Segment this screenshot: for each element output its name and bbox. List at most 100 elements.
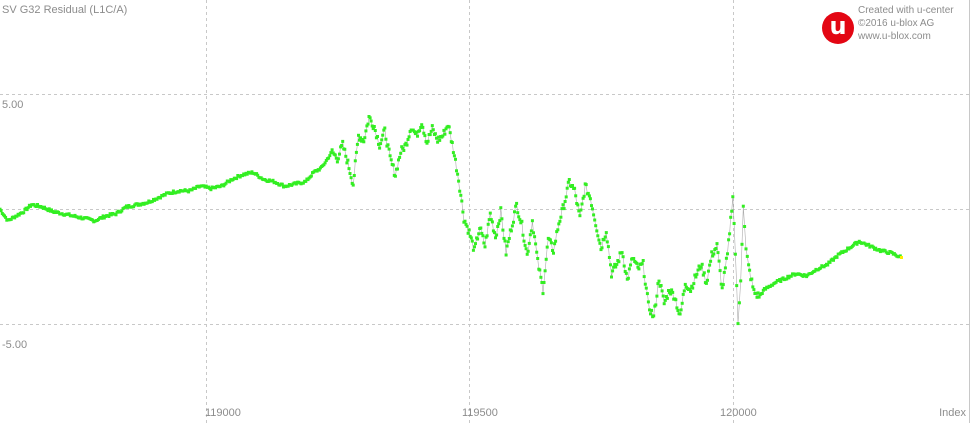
data-point [744, 247, 748, 251]
data-point [551, 249, 554, 252]
data-point [399, 151, 403, 155]
data-point [135, 202, 139, 206]
data-point [355, 142, 359, 146]
data-point [354, 150, 358, 154]
data-point [755, 295, 759, 299]
data-point [743, 225, 747, 228]
data-point [559, 215, 563, 219]
data-point [421, 125, 425, 129]
data-point [898, 254, 902, 258]
data-point [487, 218, 491, 222]
data-point [177, 190, 181, 194]
data-point [459, 193, 463, 197]
data-point [150, 200, 154, 204]
data-point [464, 222, 468, 226]
data-point [682, 289, 686, 293]
data-point [163, 193, 167, 197]
data-point [600, 246, 604, 250]
data-point [381, 133, 385, 137]
data-point [578, 214, 582, 218]
data-point [558, 219, 562, 223]
data-point [855, 242, 859, 246]
data-point [340, 144, 344, 147]
data-point [322, 163, 326, 167]
data-point [563, 200, 567, 203]
data-point [309, 174, 313, 178]
data-point [697, 264, 701, 268]
data-point [789, 274, 793, 278]
data-point [704, 281, 708, 285]
data-point [241, 174, 244, 178]
data-point [420, 123, 424, 127]
data-point [819, 266, 823, 270]
data-point [632, 257, 636, 260]
data-point [577, 209, 581, 213]
data-point [716, 251, 720, 255]
data-point [729, 215, 733, 219]
data-point [774, 280, 778, 284]
data-point [25, 208, 29, 212]
data-point [680, 301, 684, 305]
data-point [377, 142, 380, 146]
data-point [596, 234, 600, 238]
data-point [607, 256, 611, 259]
data-point [406, 138, 410, 141]
data-point [657, 279, 661, 283]
data-point [555, 230, 559, 234]
data-point [36, 203, 39, 206]
data-point [844, 249, 848, 253]
data-point [107, 215, 111, 218]
data-point [805, 275, 809, 279]
data-point [50, 208, 53, 212]
data-point [648, 308, 651, 312]
data-point [341, 139, 345, 143]
data-point [415, 130, 418, 134]
data-point [536, 257, 540, 260]
data-point [480, 231, 484, 235]
data-point [433, 132, 437, 136]
data-point [398, 155, 402, 159]
data-point [694, 275, 698, 279]
data-point [159, 196, 162, 200]
data-point [294, 182, 298, 186]
data-point [540, 281, 544, 284]
data-point [495, 233, 499, 237]
data-point [362, 140, 366, 144]
data-point [477, 232, 481, 236]
data-point [430, 124, 434, 128]
data-point [665, 296, 669, 300]
data-point [401, 146, 405, 150]
data-point [709, 259, 713, 263]
data-point [662, 302, 666, 306]
data-point [659, 284, 663, 287]
data-point [614, 265, 618, 269]
data-point [637, 267, 641, 271]
data-point [503, 239, 507, 243]
data-point [336, 157, 340, 161]
data-point [271, 178, 275, 182]
data-point [245, 172, 249, 176]
data-point [361, 138, 365, 141]
data-point [473, 245, 476, 249]
data-point [4, 215, 8, 219]
data-point [629, 263, 632, 267]
data-point [460, 199, 464, 203]
data-point [764, 287, 768, 291]
data-point [778, 278, 782, 281]
data-point [485, 234, 489, 238]
data-point [544, 257, 548, 261]
data-point [591, 207, 594, 211]
data-point [641, 259, 645, 262]
data-point [91, 218, 94, 222]
data-point [450, 141, 454, 144]
data-point [785, 277, 789, 281]
data-point [735, 284, 739, 288]
data-point [623, 270, 627, 273]
data-point [739, 279, 743, 283]
data-point [171, 189, 175, 193]
data-point [365, 124, 369, 128]
data-point [402, 149, 406, 152]
data-point [535, 250, 539, 254]
data-point [748, 268, 752, 272]
data-point [635, 261, 639, 265]
